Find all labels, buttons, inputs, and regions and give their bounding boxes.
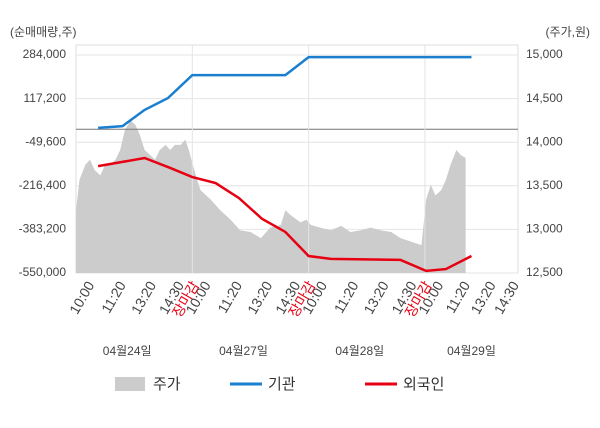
x-tick-label: 11:20 xyxy=(98,278,129,316)
date-label: 04월27일 xyxy=(219,344,268,358)
x-tick-label: 14:30 xyxy=(491,278,522,317)
x-tick-label: 11:20 xyxy=(214,278,245,316)
legend-label: 외국인 xyxy=(403,376,444,393)
y2-tick-label: 12,500 xyxy=(526,265,563,279)
y-tick-label: 284,000 xyxy=(23,47,67,61)
x-tick-label: 10:00 xyxy=(66,278,97,317)
y2-tick-label: 13,000 xyxy=(526,222,563,236)
date-label: 04월24일 xyxy=(103,344,152,358)
date-label: 04월28일 xyxy=(335,344,384,358)
y2-tick-label: 15,000 xyxy=(526,47,563,61)
y2-tick-label: 13,500 xyxy=(526,178,563,192)
y-tick-label: 117,200 xyxy=(24,91,67,105)
price-area xyxy=(76,120,466,274)
x-tick-label: 11:20 xyxy=(331,278,362,316)
date-label: 04월29일 xyxy=(447,344,496,358)
legend-label: 기관 xyxy=(268,376,296,393)
legend-swatch xyxy=(115,377,145,391)
series-line xyxy=(98,55,472,130)
y-tick-label: -216,400 xyxy=(19,178,67,192)
y-tick-label: -383,200 xyxy=(19,222,67,236)
x-tick-label: 13:20 xyxy=(360,278,391,317)
legend-label: 주가 xyxy=(153,376,181,393)
y2-tick-label: 14,000 xyxy=(526,134,563,148)
y2-tick-label: 14,500 xyxy=(526,91,563,105)
y2-axis-label: (주가,원) xyxy=(546,25,590,39)
series-line xyxy=(97,156,473,273)
y-axis-label: (순매매량,주) xyxy=(10,25,77,39)
y-tick-label: -550,000 xyxy=(19,265,67,279)
x-tick-label: 13:20 xyxy=(244,278,275,317)
y-tick-label: -49,600 xyxy=(25,134,66,148)
x-tick-label: 13:20 xyxy=(128,278,159,317)
